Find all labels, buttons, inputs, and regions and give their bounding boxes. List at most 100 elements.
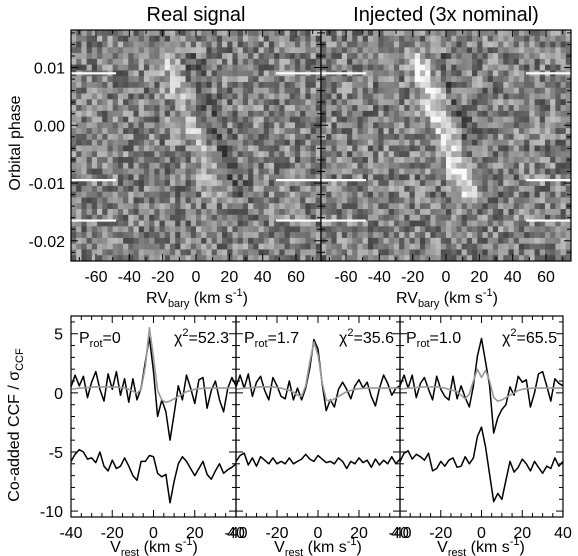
- heatmap-cell: [123, 157, 129, 164]
- heatmap-cell: [169, 180, 176, 187]
- heatmap-cell: [357, 237, 364, 245]
- heatmap-cell: [206, 243, 212, 250]
- heatmap-cell: [508, 122, 515, 129]
- heatmap-cell: [336, 35, 343, 42]
- heatmap-cell: [123, 110, 129, 117]
- heatmap-cell: [263, 185, 270, 193]
- heatmap-cell: [185, 70, 192, 77]
- heatmap-cell: [440, 168, 447, 175]
- heatmap-cell: [222, 128, 228, 135]
- heatmap-cell: [91, 99, 98, 106]
- heatmap-cell: [362, 35, 369, 42]
- heatmap-cell: [279, 139, 285, 146]
- heatmap-cell: [362, 99, 369, 106]
- heatmap-cell: [91, 243, 98, 250]
- heatmap-cell: [534, 237, 541, 245]
- heatmap-cell: [435, 41, 442, 48]
- heatmap-cell: [399, 249, 405, 256]
- heatmap-cell: [123, 191, 129, 198]
- heatmap-cell: [399, 180, 405, 187]
- heatmap-cell: [550, 145, 556, 152]
- heatmap-cell: [169, 110, 176, 117]
- heatmap-cell: [326, 47, 332, 54]
- heatmap-cell: [347, 226, 353, 233]
- heatmap-cell: [138, 237, 145, 245]
- heatmap-cell: [367, 110, 374, 117]
- heatmap-cell: [524, 105, 530, 112]
- heatmap-cell: [544, 87, 551, 94]
- heatmap-cell: [388, 151, 395, 158]
- heatmap-cell: [430, 133, 436, 141]
- heatmap-cell: [185, 151, 192, 158]
- heatmap-cell: [419, 174, 426, 181]
- heatmap-cell: [347, 99, 353, 106]
- heatmap-cell: [487, 168, 494, 175]
- heatmap-cell: [362, 237, 369, 245]
- heatmap-cell: [451, 255, 457, 262]
- heatmap-cell: [347, 116, 353, 123]
- heatmap-cell: [336, 226, 343, 233]
- heatmap-cell: [253, 151, 259, 158]
- heatmap-cell: [362, 128, 369, 135]
- heatmap-cell: [347, 105, 353, 112]
- heatmap-cell: [222, 157, 228, 164]
- heatmap-cell: [117, 70, 124, 77]
- heatmap-cell: [211, 151, 218, 158]
- heatmap-cell: [289, 220, 296, 227]
- heatmap-cell: [97, 47, 103, 54]
- heatmap-cell: [201, 249, 207, 256]
- heatmap-cell: [185, 105, 192, 112]
- heatmap-cell: [373, 35, 379, 42]
- heatmap-cell: [492, 232, 499, 239]
- heatmap-cell: [378, 226, 384, 233]
- heatmap-cell: [336, 185, 343, 193]
- heatmap-cell: [404, 87, 410, 94]
- heatmap-cell: [404, 220, 410, 227]
- observed-ccf-line: [70, 336, 237, 441]
- heatmap-cell: [86, 162, 93, 169]
- heatmap-cell: [201, 70, 207, 77]
- heatmap-cell: [560, 214, 567, 221]
- heatmap-cell: [232, 64, 239, 71]
- heatmap-cell: [393, 139, 400, 146]
- heatmap-cell: [175, 133, 181, 141]
- heatmap-cell: [91, 53, 98, 60]
- heatmap-cell: [362, 64, 369, 71]
- heatmap-cell: [175, 191, 181, 198]
- heatmap-cell: [498, 151, 504, 158]
- heatmap-cell: [477, 168, 483, 175]
- heatmap-cell: [466, 162, 473, 169]
- heatmap-cell: [425, 162, 431, 169]
- heatmap-cell: [378, 174, 384, 181]
- heatmap-cell: [310, 122, 317, 129]
- heatmap-cell: [477, 35, 483, 42]
- heatmap-cell: [393, 116, 400, 123]
- heatmap-cell: [102, 203, 108, 210]
- heatmap-cell: [232, 99, 239, 106]
- heatmap-cell: [86, 214, 93, 221]
- heatmap-cell: [138, 180, 145, 187]
- heatmap-cell: [513, 243, 520, 250]
- heatmap-cell: [154, 168, 160, 175]
- heatmap-cell: [414, 249, 421, 256]
- heatmap-cell: [472, 185, 478, 193]
- heatmap-cell: [263, 81, 270, 89]
- heatmap-cell: [326, 133, 332, 141]
- heatmap-cell: [294, 214, 301, 221]
- heatmap-cell: [143, 128, 150, 135]
- heatmap-cell: [310, 133, 317, 141]
- heatmap-cell: [544, 168, 551, 175]
- heatmap-cell: [138, 151, 145, 158]
- heatmap-cell: [211, 226, 218, 233]
- heatmap-cell: [492, 122, 499, 129]
- heatmap-cell: [446, 151, 452, 158]
- heatmap-cell: [529, 180, 535, 187]
- heatmap-cell: [425, 41, 431, 48]
- heatmap-cell: [492, 249, 499, 256]
- heatmap-cell: [336, 237, 343, 245]
- heatmap-cell: [180, 255, 186, 262]
- heatmap-cell: [461, 145, 468, 152]
- heatmap-cell: [143, 157, 150, 164]
- heatmap-cell: [352, 93, 358, 100]
- heatmap-cell: [133, 47, 140, 54]
